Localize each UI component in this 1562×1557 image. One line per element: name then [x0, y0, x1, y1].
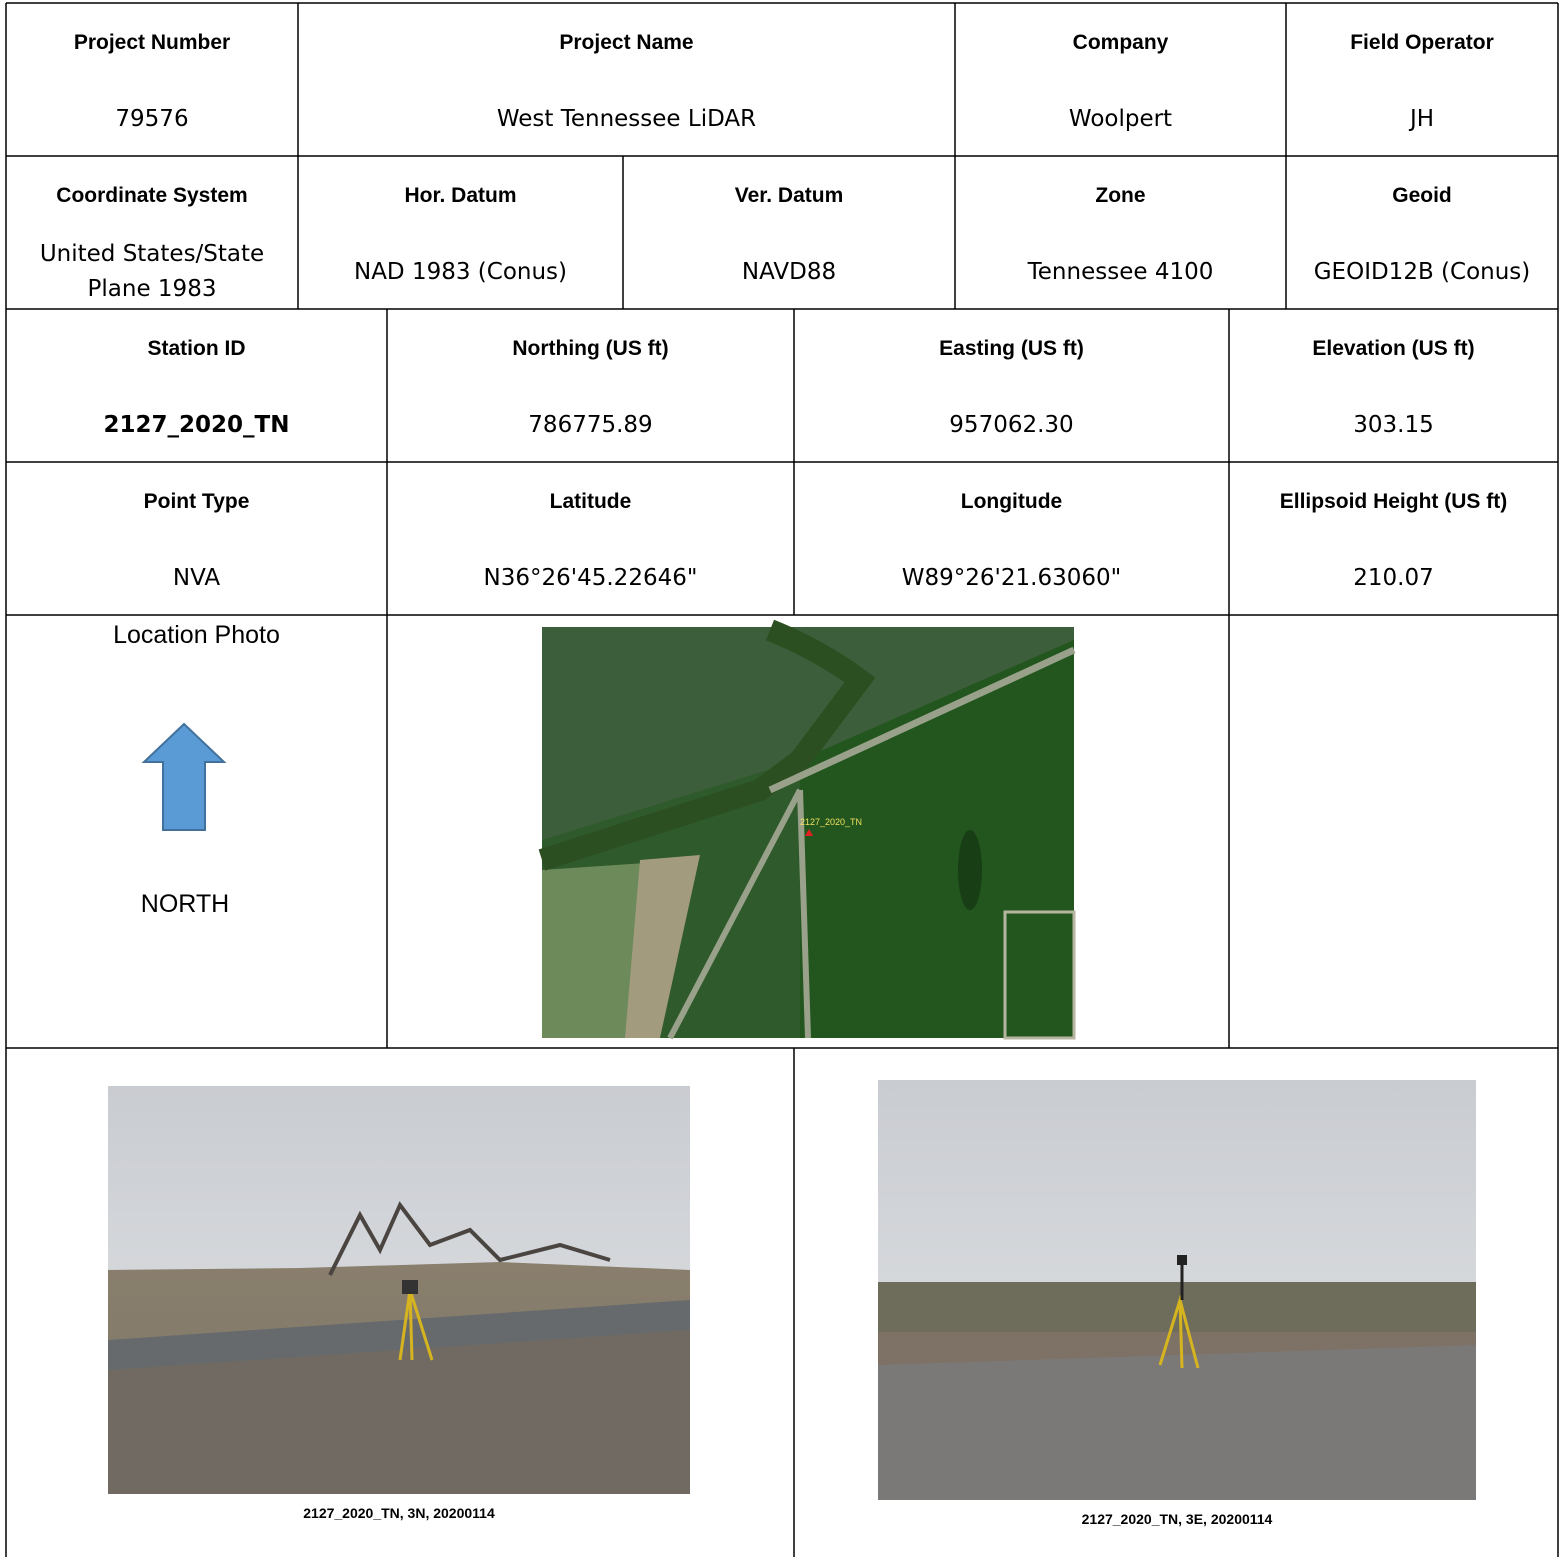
field-header: Zone [1095, 184, 1146, 207]
field-value: GEOID12B (Conus) [1313, 258, 1531, 285]
field-header: Point Type [143, 490, 250, 513]
photo-caption: 2127_2020_TN, 3N, 20200114 [303, 1505, 495, 1521]
field-value: W89°26'21.63060" [901, 564, 1122, 591]
field-header: Longitude [960, 490, 1063, 513]
field-value: United States/State Plane 1983 [39, 241, 265, 302]
field-header: Easting (US ft) [939, 337, 1084, 360]
field-header: Elevation (US ft) [1312, 337, 1475, 360]
field-header: Northing (US ft) [512, 337, 669, 360]
field-value: 303.15 [1353, 411, 1434, 438]
field-header: Field Operator [1350, 31, 1494, 54]
field-header: Company [1072, 31, 1169, 54]
field-value: 210.07 [1353, 564, 1434, 591]
map-station-label: 2127_2020_TN [800, 817, 863, 827]
field-value: 957062.30 [949, 411, 1074, 438]
field-value: NVA [172, 564, 221, 591]
field-value: West Tennessee LiDAR [496, 105, 757, 132]
aerial-map [538, 619, 1076, 1040]
north-arrow [141, 722, 227, 831]
field-header: Project Name [559, 31, 694, 54]
field-header: Station ID [147, 337, 246, 360]
photo-caption: 2127_2020_TN, 3E, 20200114 [1081, 1511, 1273, 1527]
field-value: NAVD88 [741, 258, 837, 285]
field-header: Ellipsoid Height (US ft) [1279, 490, 1508, 513]
photo-north [108, 1086, 690, 1494]
field-value: JH [1409, 105, 1435, 132]
north-label: NORTH [140, 889, 230, 918]
table-grid [5, 2, 1559, 1557]
field-value: N36°26'45.22646" [483, 564, 698, 591]
field-value: Tennessee 4100 [1027, 258, 1214, 285]
location-label: Location Photo [113, 620, 280, 649]
field-header: Hor. Datum [404, 184, 517, 207]
field-value: 79576 [115, 105, 189, 132]
field-header: Geoid [1392, 184, 1452, 207]
field-value: NAD 1983 (Conus) [353, 258, 568, 285]
field-header: Latitude [549, 490, 632, 513]
field-value: 786775.89 [528, 411, 653, 438]
field-header: Project Number [73, 31, 231, 54]
field-header: Ver. Datum [734, 184, 844, 207]
photo-east [878, 1080, 1476, 1500]
field-header: Coordinate System [56, 184, 248, 207]
field-value: Woolpert [1068, 105, 1173, 132]
field-value: 2127_2020_TN [103, 411, 290, 438]
